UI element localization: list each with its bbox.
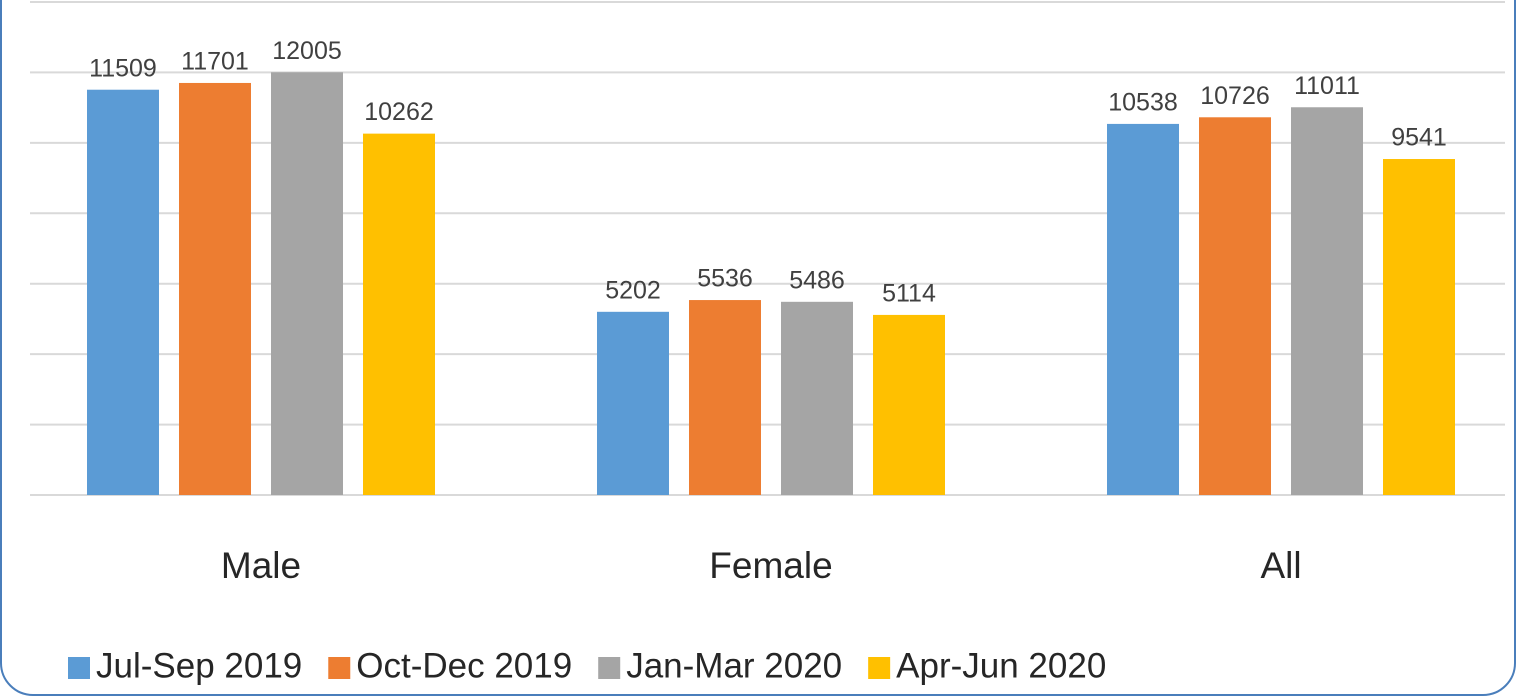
- data-label: 5536: [697, 265, 753, 293]
- legend-label: Jan-Mar 2020: [626, 646, 842, 685]
- data-label: 5114: [882, 280, 936, 308]
- data-label: 11509: [89, 54, 157, 82]
- legend-label: Oct-Dec 2019: [356, 646, 572, 685]
- data-label: 5486: [789, 266, 845, 294]
- data-label: 10262: [364, 98, 434, 126]
- data-label: 10726: [1200, 82, 1270, 110]
- bar: [271, 72, 343, 495]
- legend-label: Apr-Jun 2020: [896, 646, 1106, 685]
- x-tick-label: Male: [221, 545, 301, 586]
- data-label: 9541: [1391, 124, 1447, 152]
- legend-label: Jul-Sep 2019: [96, 646, 302, 685]
- data-label: 5202: [605, 276, 661, 304]
- bar: [1291, 107, 1363, 496]
- data-label: 10538: [1108, 89, 1178, 117]
- bar: [363, 133, 435, 496]
- bar: [597, 311, 669, 495]
- legend-swatch: [868, 657, 891, 679]
- data-label: 12005: [272, 37, 342, 65]
- bar: [1107, 123, 1179, 495]
- bar: [179, 82, 251, 495]
- legend-swatch: [598, 657, 621, 679]
- x-tick-label: All: [1260, 545, 1301, 586]
- bar: [1383, 159, 1455, 495]
- bar: [873, 314, 945, 495]
- bar: [781, 301, 853, 495]
- bar: [1199, 117, 1271, 496]
- data-label: 11701: [181, 48, 249, 76]
- legend-swatch: [68, 657, 90, 679]
- x-tick-label: Female: [709, 545, 832, 586]
- data-label: 11011: [1294, 72, 1360, 100]
- bar: [87, 89, 159, 496]
- legend-swatch: [328, 657, 351, 679]
- bar: [689, 300, 761, 495]
